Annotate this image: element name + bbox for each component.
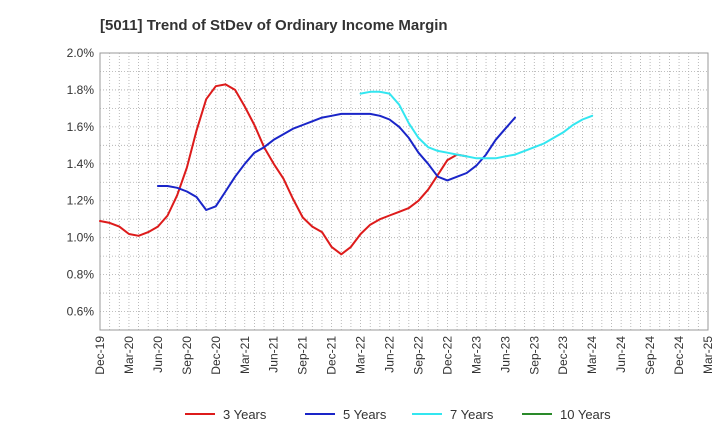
x-tick-label: Sep-21 <box>296 336 310 375</box>
y-tick-label: 1.6% <box>67 120 95 134</box>
chart-title: [5011] Trend of StDev of Ordinary Income… <box>100 17 448 34</box>
x-tick-label: Mar-22 <box>354 336 368 374</box>
y-tick-label: 0.8% <box>67 268 95 282</box>
x-axis-ticks: Dec-19 Mar-20 Jun-20 Sep-20 Dec-20 Mar-21 Jun-… <box>93 336 715 375</box>
x-tick-label: Mar-23 <box>469 336 483 374</box>
series-lines <box>99 83 594 256</box>
x-tick-label: Jun-24 <box>614 336 628 373</box>
y-tick-label: 1.0% <box>67 231 95 245</box>
series-line <box>359 90 594 160</box>
legend-label: 7 Years <box>450 407 494 422</box>
y-tick-label: 1.4% <box>67 157 95 171</box>
legend-label: 3 Years <box>223 407 267 422</box>
x-tick-label: Jun-23 <box>498 336 512 373</box>
x-tick-label: Mar-24 <box>585 336 599 374</box>
x-tick-label: Jun-22 <box>383 336 397 373</box>
x-tick-label: Dec-21 <box>325 336 339 375</box>
x-tick-label: Sep-23 <box>527 336 541 375</box>
y-axis-ticks: 0.6% 0.8% 1.0% 1.2% 1.4% 1.6% 1.8% 2.0% <box>67 46 95 319</box>
y-tick-label: 1.2% <box>67 194 95 208</box>
x-tick-label: Mar-21 <box>238 336 252 374</box>
plot-frame <box>99 52 709 331</box>
y-tick-label: 0.6% <box>67 305 95 319</box>
x-tick-label: Dec-24 <box>672 336 686 375</box>
x-tick-label: Dec-20 <box>209 336 223 375</box>
legend-label: 10 Years <box>560 407 611 422</box>
series-line <box>99 83 468 256</box>
x-tick-label: Sep-20 <box>180 336 194 375</box>
x-tick-label: Dec-19 <box>93 336 107 375</box>
x-tick-label: Dec-22 <box>440 336 454 375</box>
x-tick-label: Mar-25 <box>701 336 715 374</box>
plot-background <box>99 52 709 331</box>
x-tick-label: Mar-20 <box>122 336 136 374</box>
x-tick-label: Sep-24 <box>643 336 657 375</box>
legend-label: 5 Years <box>343 407 387 422</box>
gridlines <box>100 53 708 330</box>
x-tick-label: Dec-23 <box>556 336 570 375</box>
y-tick-label: 1.8% <box>67 83 95 97</box>
x-tick-label: Sep-22 <box>411 336 425 375</box>
y-tick-label: 2.0% <box>67 46 95 60</box>
series-line <box>156 112 516 211</box>
x-tick-label: Jun-21 <box>267 336 281 373</box>
x-tick-label: Jun-20 <box>151 336 165 373</box>
legend: 3 Years 5 Years 7 Years 10 Years <box>185 407 611 422</box>
